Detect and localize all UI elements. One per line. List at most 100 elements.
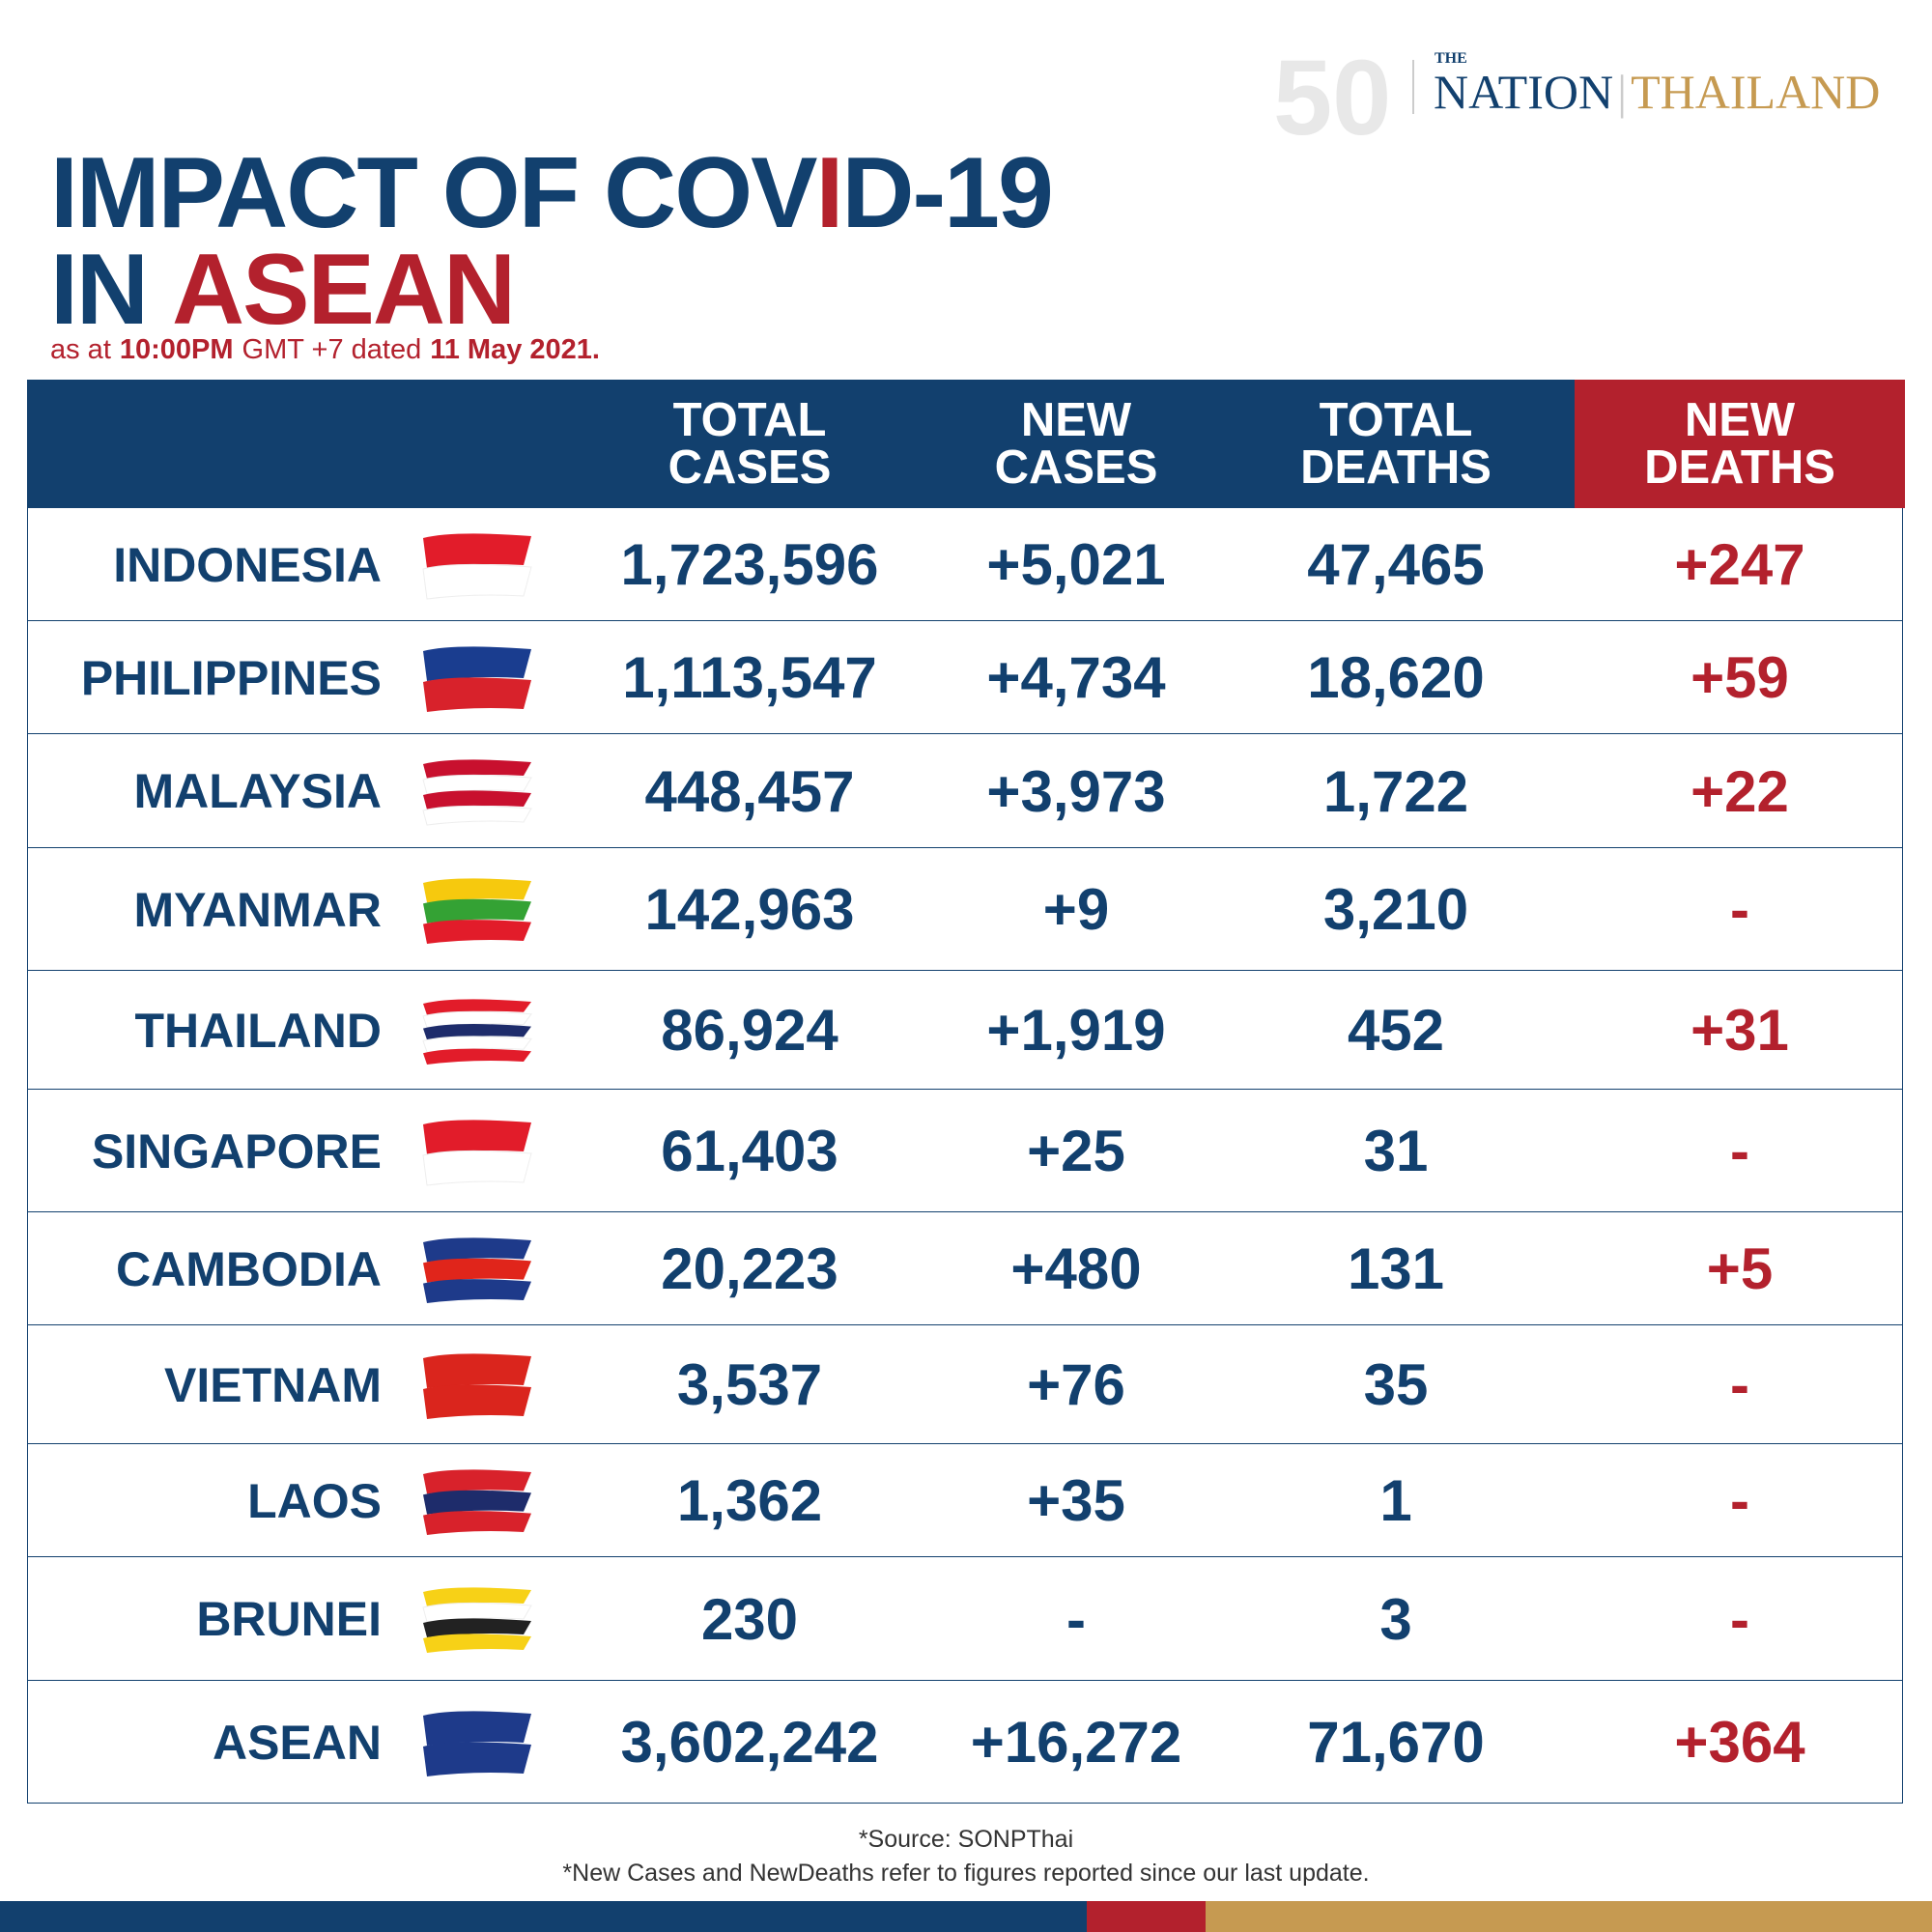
table-row — [27, 621, 1903, 734]
table-row — [27, 971, 1903, 1090]
logo-divider — [1412, 60, 1414, 114]
flag-stripe — [423, 1048, 531, 1065]
country-name: INDONESIA — [113, 537, 382, 592]
value-cell: 3,210 — [1322, 877, 1469, 942]
flag-stripe — [423, 1587, 531, 1606]
title-line1: IMPACT OF COVID-19 — [50, 143, 1054, 243]
country-name: CAMBODIA — [116, 1241, 382, 1296]
flag — [422, 532, 532, 600]
source: *Source: SONPThai — [858, 1826, 1074, 1853]
flag-stripe — [423, 1618, 531, 1637]
table-row — [27, 508, 1903, 621]
value-cell: +480 — [1010, 1236, 1142, 1301]
flag-stripe — [423, 998, 531, 1015]
value-cell: 142,963 — [644, 877, 855, 942]
flag — [422, 1587, 532, 1653]
value-cell: - — [1730, 1119, 1749, 1183]
value-cell: +25 — [1027, 1119, 1125, 1183]
value-cell: +35 — [1027, 1468, 1125, 1533]
value-cell: 31 — [1363, 1119, 1429, 1183]
subtitle-part: 11 May 2021. — [430, 334, 600, 365]
flag-stripe — [422, 563, 532, 600]
country-name: MALAYSIA — [133, 764, 382, 818]
value-cell: 1 — [1379, 1468, 1412, 1533]
country-name: MYANMAR — [133, 882, 383, 937]
value-cell: +5 — [1706, 1236, 1774, 1301]
country-name: VIETNAM — [164, 1357, 382, 1412]
header-highlight — [1575, 380, 1905, 508]
country-name: ASEAN — [212, 1715, 382, 1770]
title-part: I — [815, 137, 844, 249]
value-cell: 61,403 — [661, 1119, 838, 1183]
flag — [423, 1236, 531, 1303]
value-cell: - — [1730, 1468, 1749, 1533]
value-cell: +16,272 — [970, 1710, 1182, 1775]
flag-stripe — [423, 1510, 531, 1535]
value-cell: +59 — [1690, 645, 1789, 710]
subtitle: as at 10:00PM GMT +7 dated 11 May 2021. — [50, 334, 600, 366]
subtitle-part: GMT +7 dated — [242, 334, 422, 365]
title-line2: IN ASEAN — [50, 240, 516, 340]
flag — [422, 998, 532, 1065]
flag — [422, 759, 532, 826]
logo-nation: NATION — [1434, 65, 1614, 119]
value-cell: +31 — [1690, 998, 1789, 1063]
flag-stripe — [423, 919, 531, 944]
flag-stripe — [422, 1150, 532, 1186]
country-name: THAILAND — [134, 1003, 382, 1058]
flag — [422, 1119, 532, 1186]
logo-thailand: THAILAND — [1631, 65, 1881, 119]
flag-stripe — [423, 898, 531, 923]
flag-stripe — [423, 759, 531, 779]
table-row — [27, 1444, 1903, 1557]
flag-stripe — [423, 1258, 531, 1283]
value-cell: 3 — [1379, 1586, 1412, 1652]
value-cell: 230 — [700, 1586, 799, 1652]
flag-stripe — [423, 1119, 531, 1154]
table-row — [27, 1212, 1903, 1325]
value-cell: 35 — [1363, 1352, 1429, 1417]
logo-sep: | — [1617, 65, 1628, 119]
flag-stripe — [423, 1278, 531, 1303]
flag-stripe — [423, 1741, 531, 1776]
bar-red — [1087, 1901, 1206, 1932]
value-cell: +5,021 — [986, 532, 1166, 597]
table-row — [27, 1557, 1903, 1681]
title-part: IMPACT OF COV — [50, 137, 817, 249]
column-header: NEW CASES — [994, 393, 1158, 494]
column-header: TOTAL CASES — [668, 393, 832, 494]
flag-stripe — [423, 1634, 531, 1653]
title-part: IN — [50, 234, 149, 346]
subtitle-part: as at — [50, 334, 111, 365]
value-cell: +76 — [1027, 1352, 1125, 1417]
column-header: NEW DEATHS — [1644, 393, 1835, 494]
value-cell: 71,670 — [1307, 1710, 1485, 1775]
flag-stripe — [423, 1023, 531, 1039]
value-cell: 47,465 — [1307, 532, 1485, 597]
title-part: ASEAN — [172, 234, 516, 346]
bar-gold — [1206, 1901, 1932, 1932]
value-cell: 86,924 — [661, 998, 838, 1063]
flag-stripe — [423, 790, 531, 810]
value-cell: 20,223 — [661, 1236, 838, 1301]
value-cell: 1,362 — [676, 1468, 823, 1533]
table-row — [27, 1090, 1903, 1212]
country-name: SINGAPORE — [91, 1123, 382, 1179]
value-cell: - — [1730, 1352, 1749, 1417]
flag — [423, 1352, 531, 1419]
flag-stripe — [423, 532, 531, 568]
country-name: LAOS — [247, 1473, 382, 1528]
country-name: BRUNEI — [196, 1592, 382, 1646]
flag-stripe — [423, 1710, 531, 1746]
anniversary-mark: 50 — [1273, 39, 1392, 157]
flag-stripe — [423, 1352, 531, 1388]
column-header: TOTAL DEATHS — [1300, 393, 1492, 494]
flag-stripe — [423, 877, 531, 902]
value-cell: 131 — [1347, 1236, 1445, 1301]
value-cell: 448,457 — [644, 758, 855, 824]
logo-the: THE — [1435, 50, 1467, 67]
subtitle-part: 10:00PM — [119, 334, 234, 365]
value-cell: +247 — [1674, 532, 1805, 597]
value-cell: 3,602,242 — [620, 1710, 879, 1775]
